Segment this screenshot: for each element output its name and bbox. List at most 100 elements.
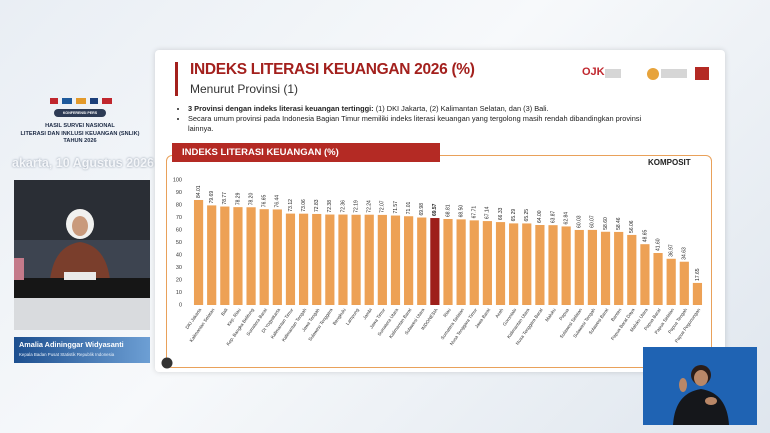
bar [404,216,414,305]
value-label: 64.00 [537,210,543,223]
value-label: 67.14 [485,206,491,219]
bar [600,231,611,305]
value-label: 72.07 [380,200,386,213]
bar [614,231,624,305]
face [72,216,88,236]
value-label: 56.06 [629,220,635,233]
bar [443,218,453,305]
y-tick-label: 60 [176,227,182,233]
headline-line: HASIL SURVEI NASIONAL [45,123,115,129]
bar [627,234,637,305]
value-label: 60.07 [590,215,596,228]
value-label: 71.57 [393,201,399,214]
bar [574,229,584,305]
headline-line: LITERASI DAN INKLUSI KEUANGAN (SNLIK) [20,130,140,137]
bullet: Secara umum provinsi pada Indonesia Bagi… [188,114,658,133]
bar [653,253,663,305]
value-label: 72.38 [327,200,333,213]
logo [695,67,709,80]
badge: KONFERENSI PERS [54,109,106,117]
value-label: 72.83 [314,199,320,212]
logo [102,98,112,104]
value-label: 65.25 [524,209,530,222]
x-tick-label: Banten [610,307,623,322]
headline-line: TAHUN 2026 [63,138,97,145]
table-front [14,298,150,330]
interpreter-scene [673,365,729,425]
bullet-list: 3 Provinsi dengan indeks literasi keuang… [178,104,658,134]
y-tick-label: 100 [173,177,182,183]
body [50,242,110,280]
video-feed [14,180,150,330]
y-tick-label: 30 [176,265,182,271]
speaker-role: Kepala Badan Pusat Statistik Republik In… [19,352,115,357]
bar [338,214,348,305]
bar [364,214,374,305]
slide-title: INDEKS LITERASI KEUANGAN 2026 (%) [190,61,475,78]
headline: HASIL SURVEI NASIONAL LITERASI DAN INKLU… [10,123,150,146]
lower-third [14,337,150,363]
slide-icon [161,357,173,369]
value-label: 69.57 [432,203,438,216]
x-tick-label: Papua [558,307,570,321]
value-label: 62.84 [563,212,569,225]
chart-subtitle: KOMPOSIT [648,158,691,167]
bar [640,244,650,305]
bar [587,229,598,305]
bar [220,206,230,305]
y-tick-label: 50 [176,240,182,246]
bar [193,199,204,305]
logos [50,98,112,104]
value-label: 41.60 [655,238,661,251]
logo [605,69,621,78]
logo [50,98,58,104]
bar [285,213,296,305]
value-label: 72.24 [367,200,373,213]
x-tick-label: Bali [220,307,228,316]
bar [469,220,479,305]
hand [679,378,687,392]
value-label: 72.36 [340,200,346,213]
value-label: 84.01 [196,185,202,198]
value-label: 67.71 [472,206,478,219]
value-label: 48.65 [642,229,648,242]
bar [679,261,689,305]
value-label: 73.12 [288,199,294,212]
value-label: 34.63 [682,247,688,260]
title-accent [175,62,178,96]
chart-title: INDEKS LITERASI KEUANGAN (%) [172,143,440,162]
value-label: 68.81 [445,204,451,217]
bar [692,282,703,305]
value-label: 60.03 [577,215,583,228]
bullet: 3 Provinsi dengan indeks literasi keuang… [188,104,658,113]
bar [535,225,545,305]
y-tick-label: 70 [176,215,182,221]
icon [161,357,173,369]
body [673,389,729,425]
bar [548,225,558,305]
y-tick-label: 20 [176,277,182,283]
bar [456,219,466,305]
value-label: 78.20 [248,193,254,206]
bullet-bold: 3 Provinsi dengan indeks literasi keuang… [188,104,374,113]
bar [312,213,322,305]
logos [605,67,709,80]
x-tick-label: Aceh [494,307,504,319]
value-label: 36.97 [669,244,675,257]
bar [495,222,506,305]
value-label: 66.33 [498,207,504,220]
logo: OJK [582,66,605,78]
bar [233,207,243,305]
bar [482,221,492,305]
nameplate [64,272,96,280]
y-tick-label: 0 [179,302,182,308]
bar [377,214,387,305]
value-label: 76.44 [275,195,281,208]
bar [351,214,361,305]
bar [207,205,217,305]
bar [246,207,256,305]
value-label: 79.69 [209,191,215,204]
value-label: 72.19 [353,200,359,213]
